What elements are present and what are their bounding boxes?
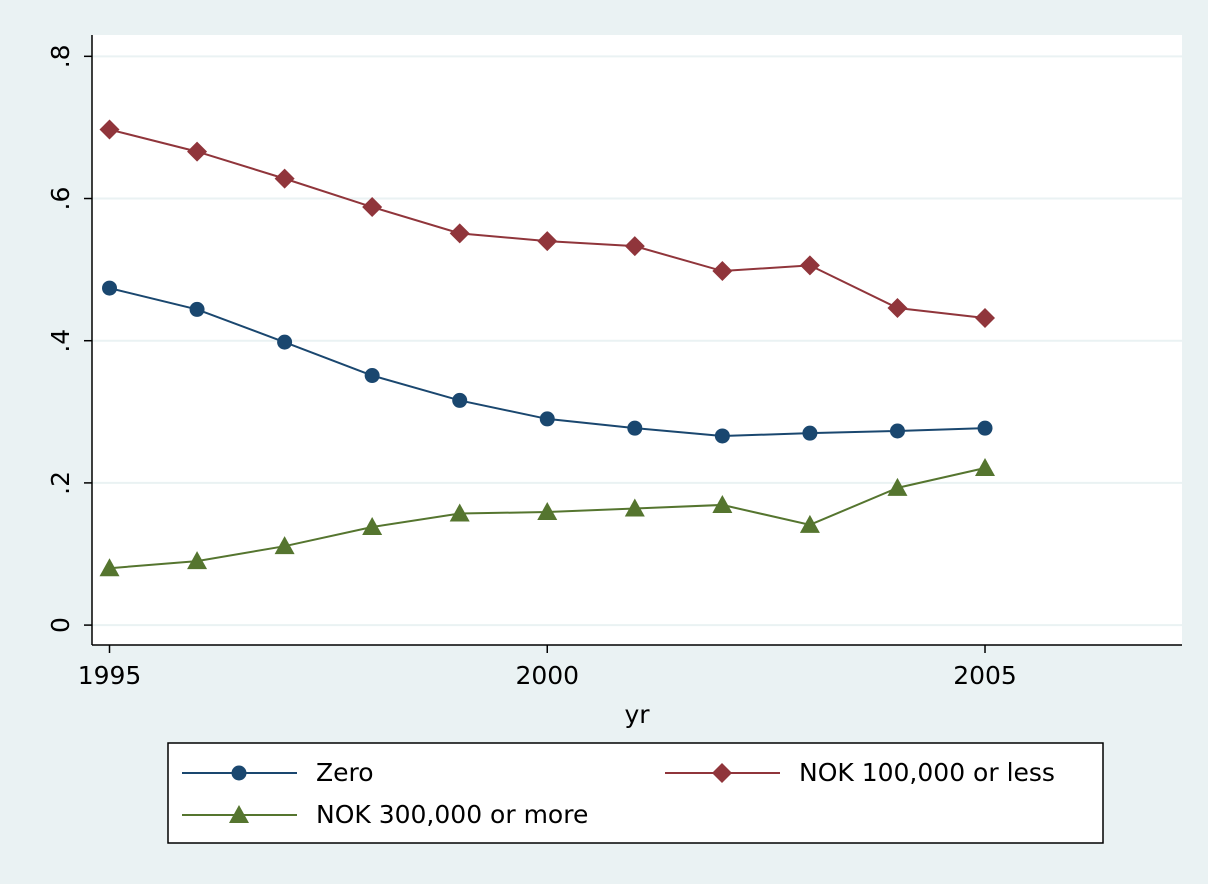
x-tick-label: 1995 [78,661,142,690]
y-tick-label: .2 [46,471,75,495]
marker [975,307,996,328]
y-tick-label: .8 [46,44,75,68]
marker [99,558,120,577]
marker [712,494,733,513]
marker [624,498,645,517]
marker [362,516,383,535]
marker [452,392,468,408]
marker [714,428,730,444]
marker [539,411,555,427]
marker [627,420,643,436]
legend-marker [231,765,247,781]
marker [102,280,118,296]
x-tick-label: 2005 [953,661,1017,690]
legend-label: NOK 300,000 or more [316,800,588,829]
marker [537,231,558,252]
marker [449,503,470,522]
marker [537,502,558,521]
x-tick-label: 2000 [515,661,579,690]
marker [977,420,993,436]
marker [449,223,470,244]
marker [802,425,818,441]
marker [887,477,908,496]
marker [799,255,820,276]
marker [887,298,908,319]
x-axis-label: yr [624,700,650,729]
marker [274,168,295,189]
marker [99,119,120,140]
marker [277,334,293,350]
marker [189,301,205,317]
marker [187,141,208,162]
legend-marker [229,805,249,823]
legend-marker [712,763,732,783]
marker [364,368,380,384]
marker [362,197,383,218]
marker [187,551,208,570]
marker [889,423,905,439]
y-tick-label: .4 [46,329,75,353]
legend-label: NOK 100,000 or less [799,758,1055,787]
y-tick-label: .6 [46,187,75,211]
legend-label: Zero [316,758,374,787]
marker [975,457,996,476]
marker [274,536,295,555]
legend-box [167,742,1104,844]
marker [799,514,820,533]
y-tick-label: 0 [46,617,75,633]
marker [712,261,733,282]
marker [624,236,645,257]
